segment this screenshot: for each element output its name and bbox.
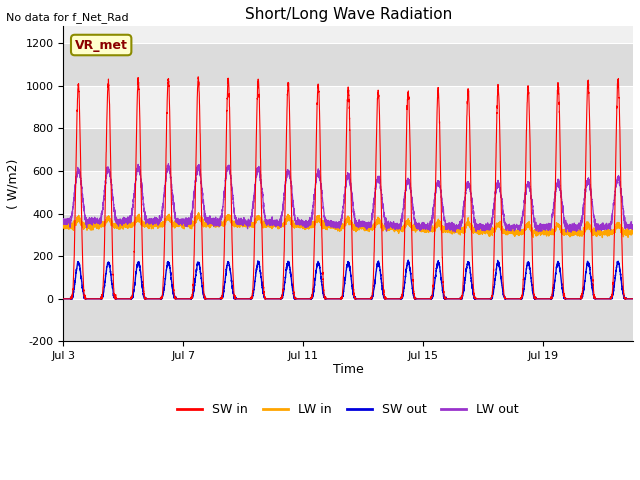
Bar xyxy=(63,43,633,85)
Bar xyxy=(63,214,633,256)
Text: VR_met: VR_met xyxy=(75,38,127,51)
Text: No data for f_Net_Rad: No data for f_Net_Rad xyxy=(6,12,129,23)
Y-axis label: ( W/m2): ( W/m2) xyxy=(7,158,20,209)
Legend: SW in, LW in, SW out, LW out: SW in, LW in, SW out, LW out xyxy=(172,398,524,421)
Bar xyxy=(63,299,633,341)
X-axis label: Time: Time xyxy=(333,362,364,375)
Title: Short/Long Wave Radiation: Short/Long Wave Radiation xyxy=(244,7,452,22)
Bar xyxy=(63,128,633,171)
